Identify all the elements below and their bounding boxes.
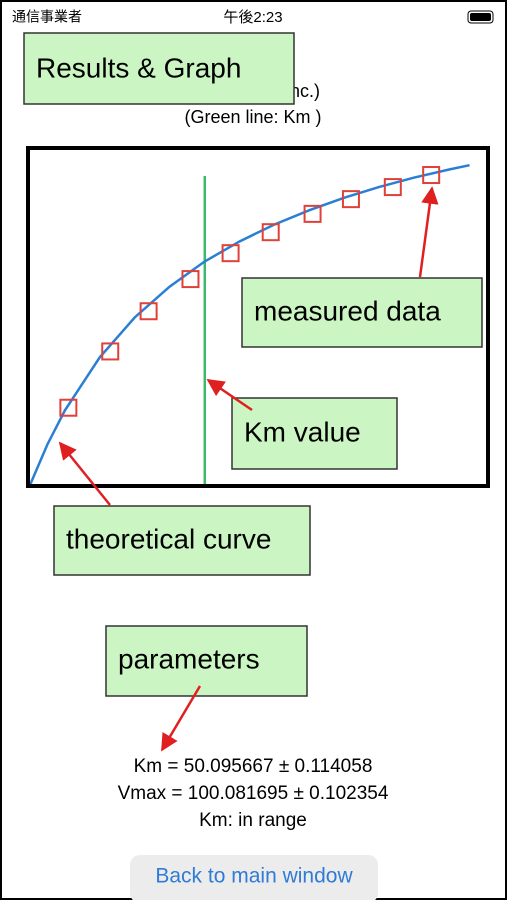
- point: [59, 398, 78, 417]
- subtitle: (Green line: Km ): [184, 107, 321, 127]
- arrow: [58, 441, 111, 506]
- curve: [28, 163, 470, 486]
- back-button-label[interactable]: Back to main window: [155, 865, 353, 888]
- plot-frame: [26, 146, 490, 488]
- carrier: 通信事業者: [12, 9, 82, 25]
- parameter-line: Km = 50.095667 ± 0.114058: [134, 756, 373, 777]
- point: [101, 342, 120, 361]
- back-button[interactable]: [130, 855, 378, 903]
- title: Results & Graph: [36, 52, 241, 83]
- battery-level: [470, 13, 491, 21]
- annotation-box: [241, 277, 483, 348]
- annotation: theoretical curve: [66, 523, 271, 554]
- point: [181, 270, 200, 289]
- arrow: [160, 685, 202, 752]
- annotation: measured data: [254, 295, 441, 326]
- point: [341, 190, 360, 209]
- arrow: [206, 378, 253, 412]
- annotation-box: [105, 625, 308, 697]
- annotation: Km value: [244, 416, 361, 447]
- plot: [28, 163, 470, 486]
- parameter-line: Km: in range: [199, 810, 307, 831]
- annotation-box: [53, 505, 311, 576]
- clock: 午後2:23: [223, 9, 282, 26]
- point: [303, 204, 322, 223]
- point: [221, 244, 240, 263]
- battery: [467, 10, 494, 24]
- point: [383, 178, 402, 197]
- point: [422, 166, 441, 185]
- arrow: [418, 186, 439, 278]
- parameter-line: Vmax = 100.081695 ± 0.102354: [118, 783, 389, 804]
- annotation: parameters: [118, 643, 260, 674]
- annotation-box: [231, 397, 398, 470]
- point: [139, 302, 158, 321]
- point: [261, 223, 280, 242]
- title-box: [23, 32, 295, 105]
